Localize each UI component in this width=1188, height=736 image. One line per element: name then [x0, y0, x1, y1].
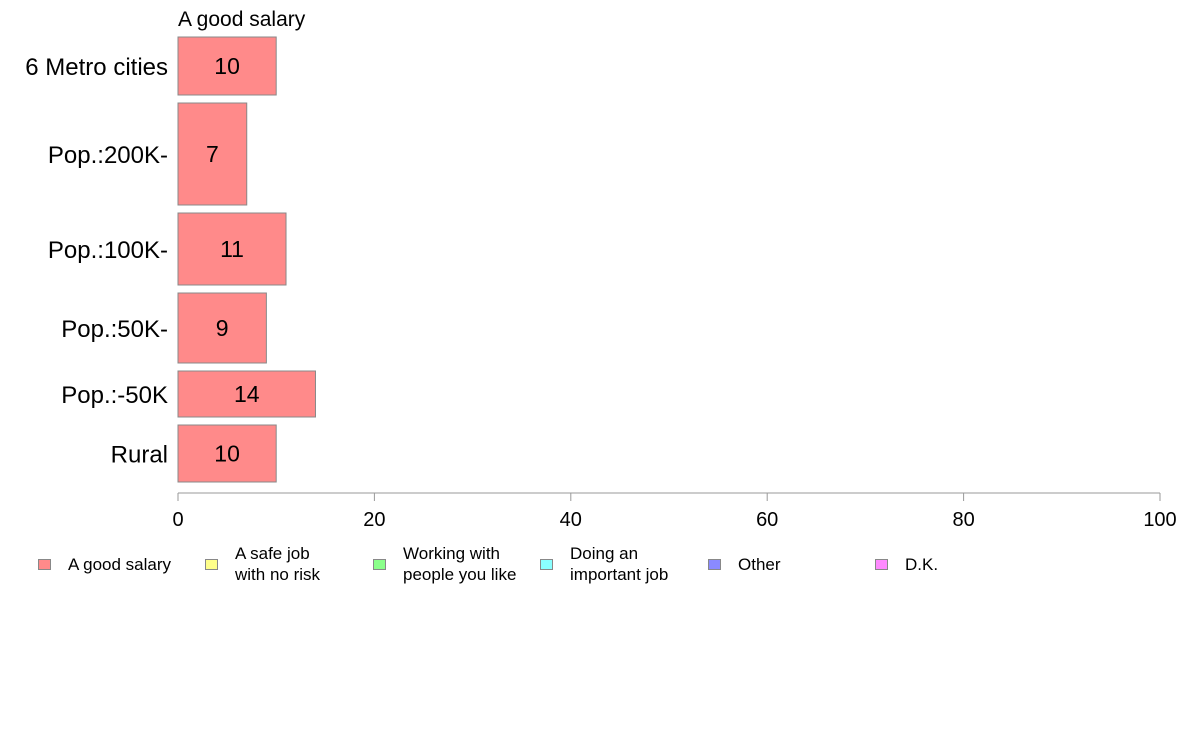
- legend-swatch-safe-job: [205, 558, 218, 570]
- bar-3-0: [177, 292, 267, 364]
- x-tick-label: 80: [952, 509, 974, 531]
- bar-value-label: 7: [206, 141, 219, 167]
- legend-swatch-other: [708, 558, 721, 570]
- x-tick-label: 0: [172, 509, 183, 531]
- legend-swatch-working-with: [373, 558, 386, 570]
- legend-label-important-job: Doing an important job: [570, 544, 669, 584]
- category-label: 6 Metro cities: [25, 54, 168, 81]
- legend-item-safe-job: A safe job with no risk: [205, 542, 320, 586]
- bar-value-label: 11: [220, 236, 244, 262]
- legend: A good salary A safe job with no risk Wo…: [38, 542, 1158, 592]
- category-label: Pop.:50K-: [61, 316, 168, 343]
- bar-value-label: 10: [214, 53, 240, 79]
- bar-2-0: [177, 212, 287, 286]
- bars-group: 10 6 Metro cities 7 Pop.:200K- 11 Pop.:100K- 9…: [25, 36, 316, 483]
- category-label: Rural: [111, 442, 168, 469]
- legend-item-working-with: Working with people you like: [373, 542, 516, 586]
- legend-item-important-job: Doing an important job: [540, 542, 668, 586]
- x-axis: 0 20 40 60 80 100: [172, 492, 1177, 531]
- category-label: Pop.:200K-: [48, 142, 168, 169]
- legend-label-other: Other: [738, 554, 781, 574]
- category-label: Pop.:100K-: [48, 237, 168, 264]
- legend-label-safe-job: A safe job with no risk: [235, 544, 321, 584]
- panel-title: A good salary: [178, 8, 306, 31]
- category-label: Pop.:-50K: [61, 382, 168, 409]
- legend-item-good-salary: A good salary: [38, 542, 171, 586]
- bar-5-0: [177, 424, 277, 483]
- legend-item-other: Other: [708, 542, 781, 586]
- bar-value-label: 10: [214, 441, 240, 467]
- bar-0-0: [177, 36, 277, 96]
- legend-swatch-important-job: [540, 558, 553, 570]
- legend-label-working-with: Working with people you like: [403, 544, 517, 584]
- bar-4-0: [177, 370, 316, 418]
- x-tick-label: 60: [756, 509, 778, 531]
- x-tick-label: 20: [363, 509, 385, 531]
- legend-item-dk: D.K.: [875, 542, 938, 586]
- legend-label-dk: D.K.: [905, 554, 939, 574]
- legend-swatch-dk: [875, 558, 888, 570]
- legend-label-good-salary: A good salary: [68, 554, 172, 574]
- x-tick-label: 40: [560, 509, 582, 531]
- x-tick-label: 100: [1143, 509, 1176, 531]
- bar-value-label: 9: [216, 315, 229, 341]
- bar-1-0: [177, 102, 248, 206]
- bar-value-label: 14: [234, 381, 260, 407]
- legend-swatch-good-salary: [38, 558, 51, 570]
